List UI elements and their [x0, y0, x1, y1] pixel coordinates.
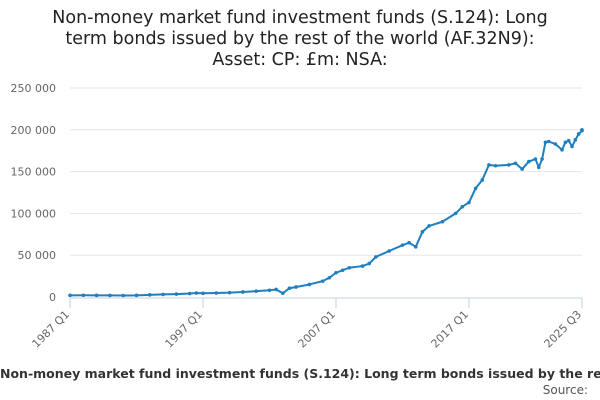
x-tick-label: 2025 Q3	[542, 308, 585, 351]
data-point[interactable]	[174, 292, 179, 296]
x-tick-label: 2007 Q1	[296, 308, 339, 351]
data-point[interactable]	[334, 270, 338, 275]
data-point[interactable]	[553, 142, 558, 146]
data-point[interactable]	[367, 261, 372, 266]
chart-title-line-2: term bonds issued by the rest of the wor…	[65, 29, 535, 49]
data-point[interactable]	[543, 140, 548, 145]
data-point[interactable]	[460, 204, 465, 209]
x-axis: 1987 Q1 1997 Q1 2007 Q1 2017 Q1 2025 Q3	[30, 297, 585, 351]
data-point[interactable]	[241, 290, 245, 294]
data-point[interactable]	[187, 291, 192, 296]
data-point[interactable]	[533, 157, 538, 161]
chart-title-line-3: Asset: CP: £m: NSA:	[212, 50, 388, 70]
y-tick-label: 100 000	[11, 207, 57, 220]
data-point[interactable]	[287, 286, 292, 291]
data-point[interactable]	[563, 140, 568, 145]
data-point[interactable]	[507, 163, 511, 167]
data-point[interactable]	[94, 293, 99, 298]
data-point[interactable]	[267, 288, 272, 293]
data-point[interactable]	[161, 292, 165, 297]
data-point[interactable]	[194, 291, 199, 295]
data-point[interactable]	[214, 291, 219, 295]
data-point[interactable]	[254, 289, 258, 293]
data-point[interactable]	[413, 245, 418, 249]
y-tick-label: 200 000	[11, 124, 57, 137]
data-point[interactable]	[546, 139, 551, 144]
data-point[interactable]	[520, 167, 524, 171]
data-point[interactable]	[560, 148, 564, 152]
data-point[interactable]	[487, 163, 491, 167]
data-point[interactable]	[347, 265, 352, 270]
data-point[interactable]	[453, 211, 458, 216]
data-point[interactable]	[201, 291, 205, 296]
data-point[interactable]	[134, 293, 139, 298]
data-point[interactable]	[147, 293, 152, 297]
data-point[interactable]	[227, 290, 232, 295]
y-tick-label: 250 000	[11, 82, 57, 95]
y-tick-label: 50 000	[18, 249, 57, 262]
data-point[interactable]	[473, 186, 478, 191]
data-point[interactable]	[540, 157, 544, 161]
data-point[interactable]	[527, 159, 531, 164]
data-point[interactable]	[294, 285, 298, 289]
y-axis-labels: 0 50 000 100 000 150 000 200 000 250 000	[11, 82, 57, 304]
data-point[interactable]	[467, 200, 471, 205]
data-point[interactable]	[570, 144, 574, 149]
data-point[interactable]	[340, 268, 345, 273]
data-point[interactable]	[387, 249, 391, 253]
data-point[interactable]	[320, 279, 325, 283]
data-point[interactable]	[493, 163, 498, 168]
data-point[interactable]	[576, 132, 581, 136]
grid-layer	[70, 87, 582, 256]
data-point[interactable]	[327, 275, 332, 280]
data-point[interactable]	[420, 229, 425, 234]
data-point[interactable]	[307, 282, 312, 287]
data-point[interactable]	[566, 138, 571, 143]
data-point[interactable]	[480, 178, 485, 182]
data-point[interactable]	[274, 287, 278, 292]
series-layer	[68, 128, 584, 298]
x-tick-label: 2017 Q1	[429, 308, 472, 351]
data-point[interactable]	[573, 138, 578, 142]
legend-entry[interactable]: Non-money market fund investment funds (…	[0, 366, 600, 381]
chart-title: Non-money market fund investment funds (…	[20, 8, 580, 71]
x-tick-label: 1997 Q1	[163, 308, 206, 351]
data-point[interactable]	[121, 293, 125, 298]
data-point[interactable]	[513, 161, 518, 166]
data-point[interactable]	[580, 128, 584, 132]
data-point[interactable]	[374, 255, 378, 259]
x-tick-label: 1987 Q1	[30, 308, 73, 351]
y-tick-label: 150 000	[11, 166, 57, 179]
data-point[interactable]	[280, 291, 285, 296]
source-label: Source:	[542, 383, 588, 397]
data-point[interactable]	[536, 165, 541, 170]
data-point[interactable]	[68, 293, 72, 298]
data-point[interactable]	[108, 293, 112, 298]
data-point[interactable]	[407, 240, 411, 245]
chart-title-line-1: Non-money market fund investment funds (…	[52, 8, 548, 28]
data-point[interactable]	[400, 243, 405, 247]
data-point[interactable]	[81, 293, 86, 298]
data-point[interactable]	[427, 224, 431, 228]
y-tick-label: 0	[49, 291, 56, 304]
data-point[interactable]	[440, 219, 445, 224]
series-line-0[interactable]	[69, 129, 583, 297]
data-point[interactable]	[360, 264, 365, 268]
